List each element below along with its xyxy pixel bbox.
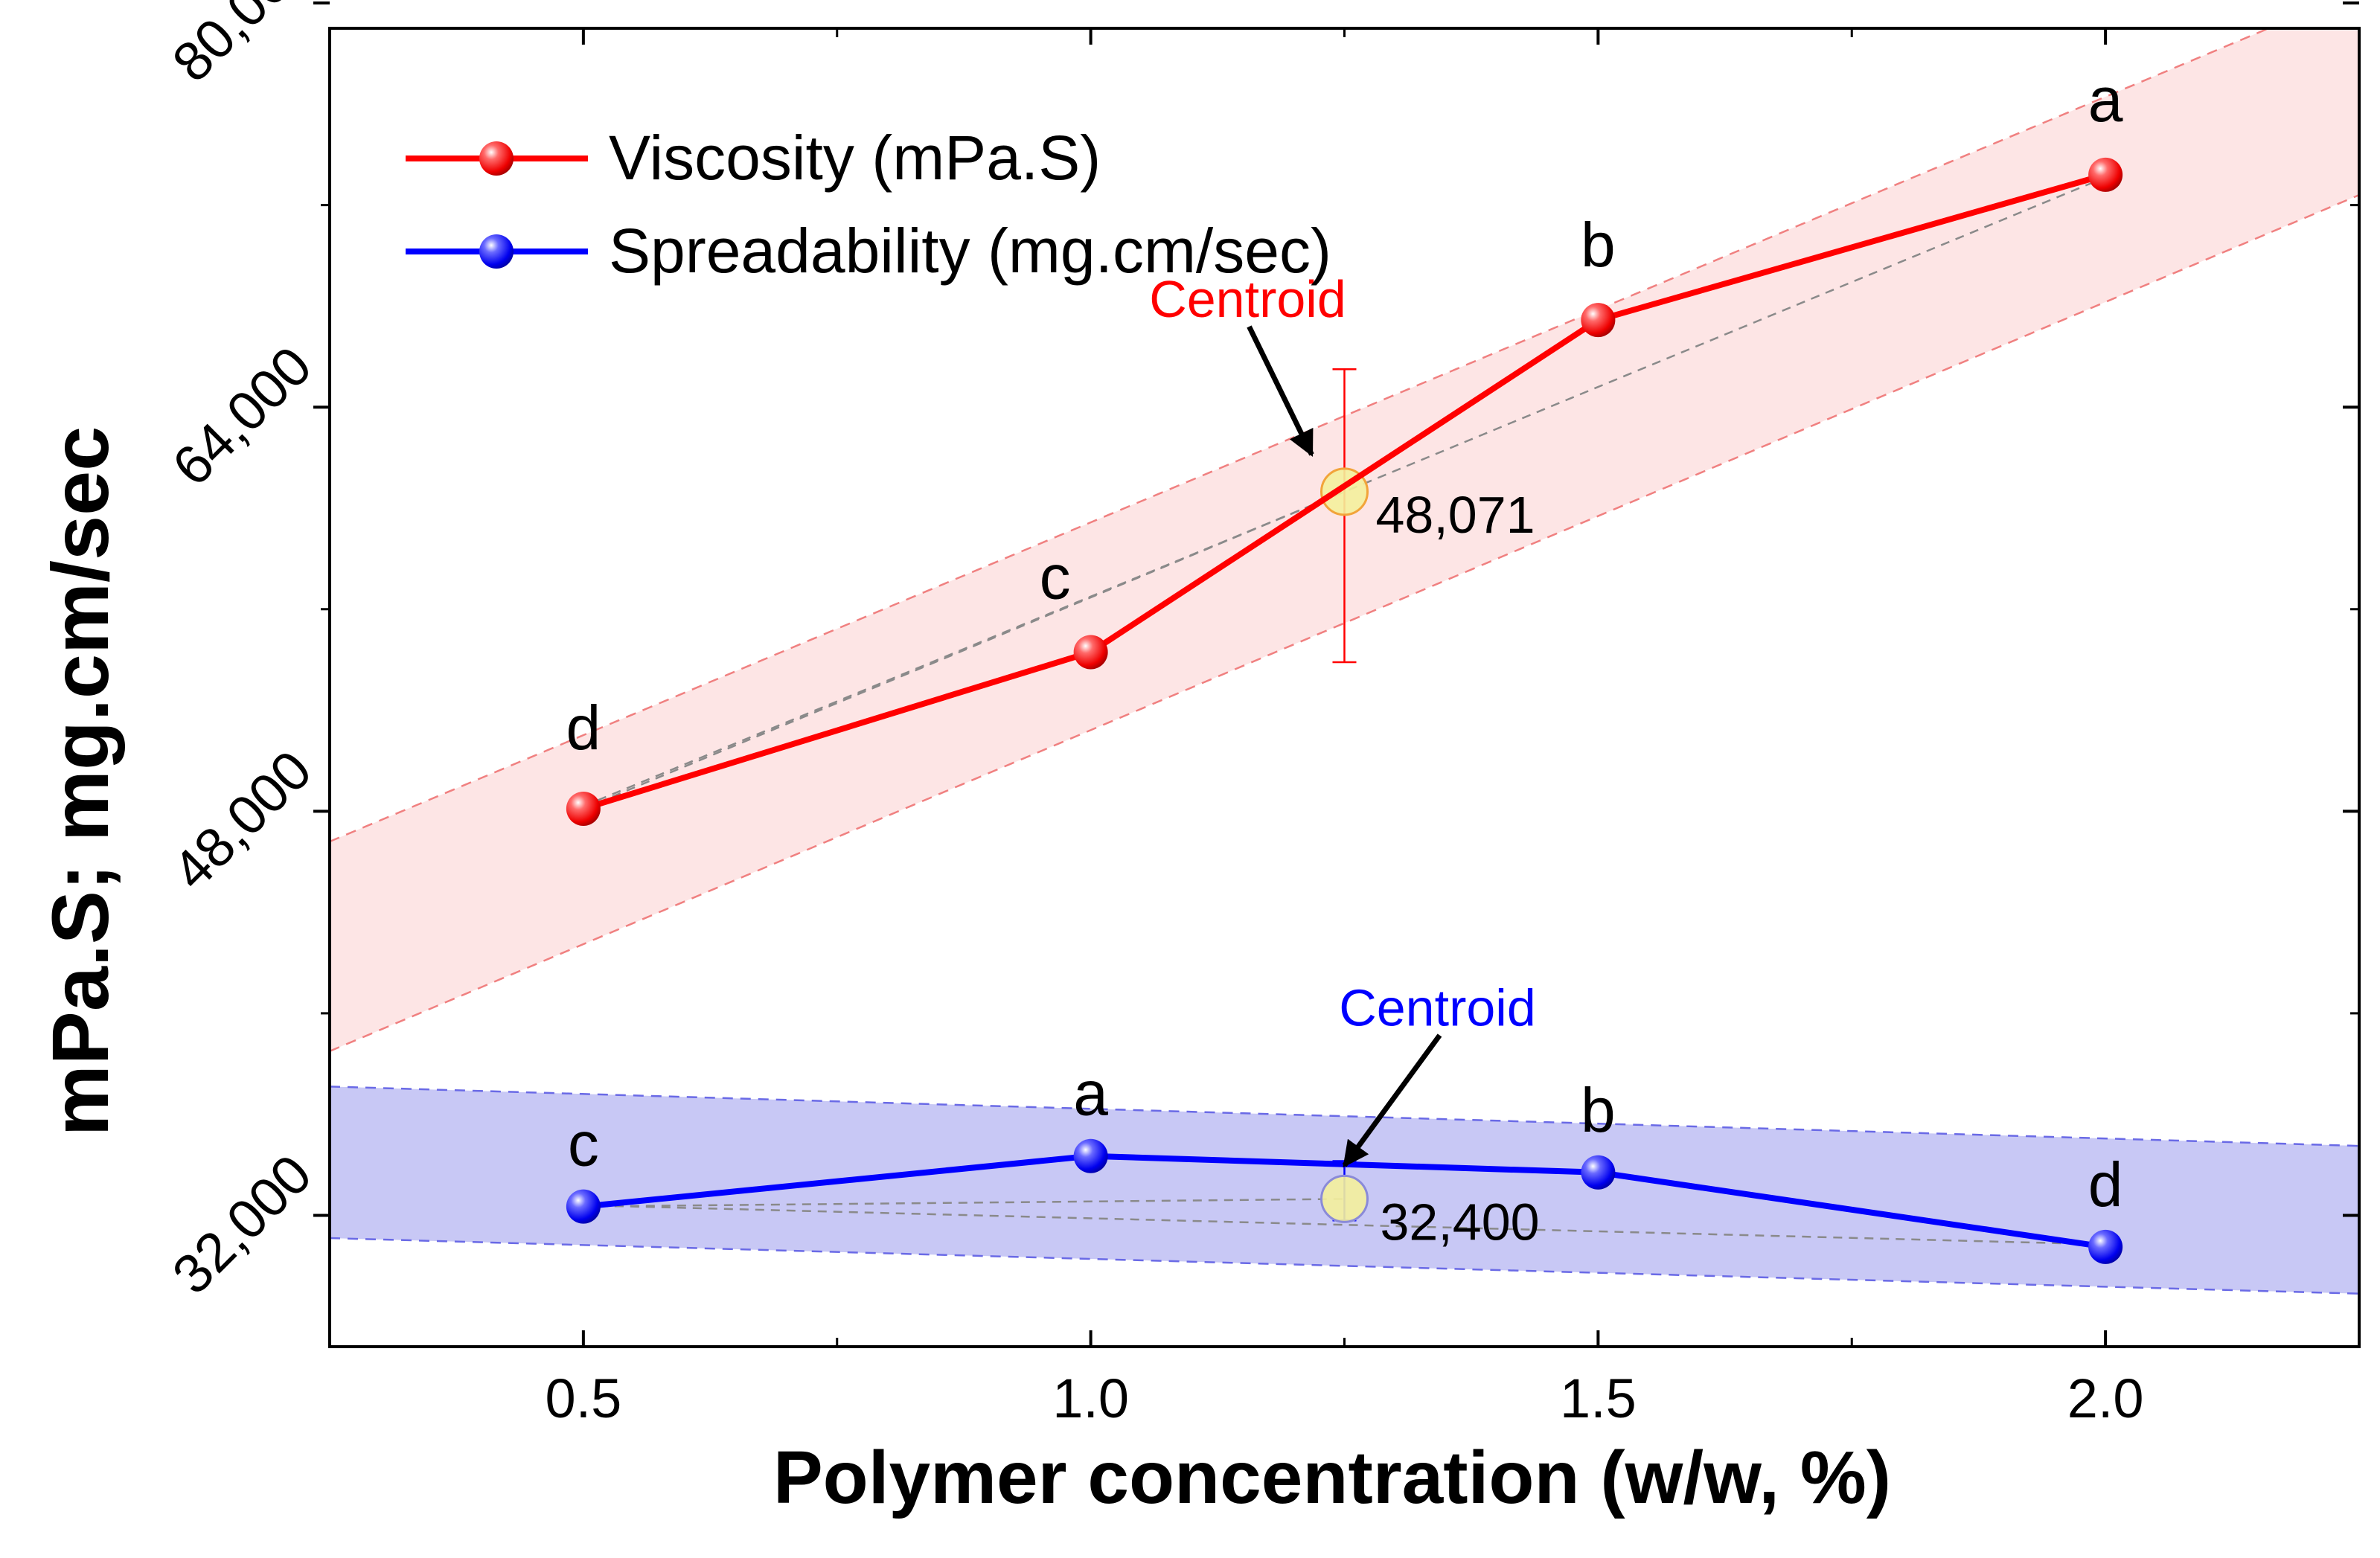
data-point-1-2 xyxy=(1581,1155,1616,1190)
x-axis-ticks: 0.5 1.0 1.5 2.0 xyxy=(545,28,2144,1429)
centroid-link-0 xyxy=(583,490,1345,810)
centroid-arrow-0 xyxy=(1247,325,1314,458)
centroid-label-1: Centroid xyxy=(1339,978,1536,1036)
x-tick-label-1: 1.0 xyxy=(1052,1368,1129,1429)
x-axis-label: Polymer concentration (w/w, %) xyxy=(773,1436,1891,1519)
trend-lines xyxy=(583,176,2106,1246)
centroid-marker-1 xyxy=(1320,1174,1369,1223)
data-markers xyxy=(566,157,2123,1264)
y-tick-label-1: 48,000 xyxy=(161,739,324,902)
legend: Viscosity (mPa.S) Spreadability (mg.cm/se… xyxy=(406,123,1331,286)
data-point-1-1 xyxy=(1073,1138,1108,1173)
y-tick-label-2: 64,000 xyxy=(161,335,324,498)
series-line-0 xyxy=(582,172,2107,812)
centroid-link-1 xyxy=(583,1198,1345,1208)
x-tick-label-2: 1.5 xyxy=(1560,1368,1637,1429)
x-tick-label-0: 0.5 xyxy=(545,1368,621,1429)
significance-letter-0-1: c xyxy=(1040,542,1071,612)
data-point-0-3 xyxy=(2088,157,2123,192)
annotations: d c b a Centroid 48,071 c a b d Centroid 32,400 xyxy=(566,65,2123,1251)
legend-marker-0 xyxy=(479,141,514,176)
y-tick-label-0: 32,000 xyxy=(161,1143,324,1306)
data-point-0-0 xyxy=(566,791,601,826)
trend-line-0 xyxy=(583,176,2106,807)
centroid-arrow-1 xyxy=(1342,1033,1442,1168)
x-tick-label-3: 2.0 xyxy=(2067,1368,2144,1429)
significance-letter-0-3: a xyxy=(2088,65,2123,135)
significance-letter-1-1: a xyxy=(1073,1059,1108,1129)
significance-letter-1-3: d xyxy=(2088,1150,2123,1219)
data-point-1-0 xyxy=(566,1189,601,1224)
legend-label-0: Viscosity (mPa.S) xyxy=(609,123,1101,193)
data-point-0-2 xyxy=(1581,303,1616,338)
band-upper-edge-0 xyxy=(330,28,2271,843)
significance-letter-1-2: b xyxy=(1581,1075,1616,1145)
significance-letter-1-0: c xyxy=(568,1109,599,1179)
data-point-1-3 xyxy=(2088,1229,2123,1264)
centroid-value-0: 48,071 xyxy=(1376,486,1535,544)
significance-letter-0-2: b xyxy=(1581,210,1616,280)
band-lower-edge-0 xyxy=(330,193,2359,1052)
y-tick-label-3: 80,000 xyxy=(161,0,324,93)
data-point-0-1 xyxy=(1073,635,1108,670)
legend-marker-1 xyxy=(479,234,514,269)
trend-line-1 xyxy=(583,1204,2106,1246)
y-axis-label: mPa.S; mg.cm/sec xyxy=(35,426,125,1136)
legend-label-1: Spreadability (mg.cm/sec) xyxy=(609,216,1331,286)
centroid-label-0: Centroid xyxy=(1149,270,1346,328)
centroid-value-1: 32,400 xyxy=(1381,1193,1540,1251)
significance-letter-0-0: d xyxy=(566,693,601,763)
